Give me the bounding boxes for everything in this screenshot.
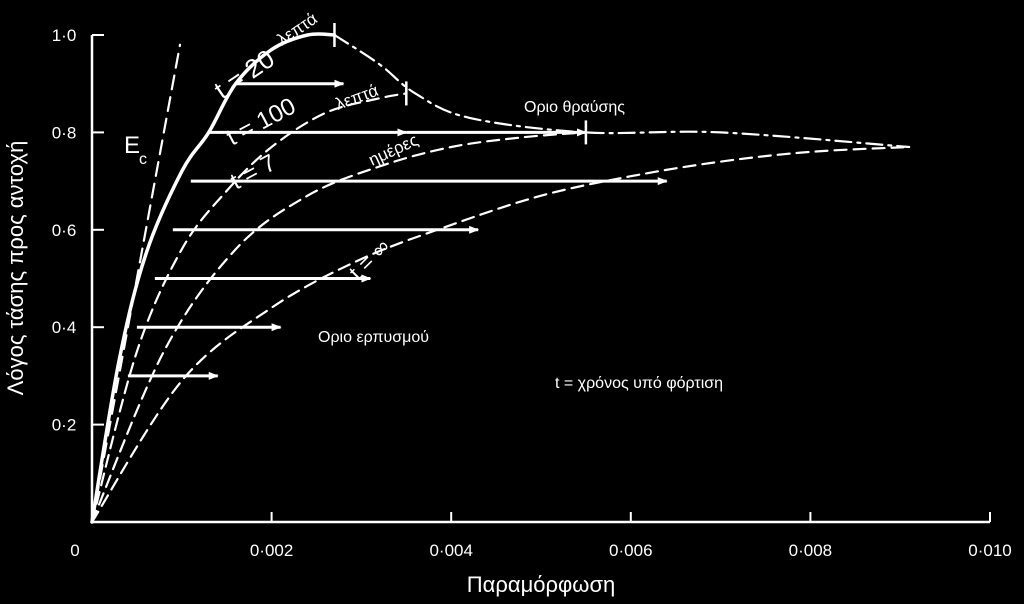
- x-tick-label: 0·010: [968, 541, 1011, 560]
- t20-unit-label: λεπτά: [274, 9, 321, 50]
- ec-label: E: [124, 132, 140, 159]
- x-tick-label: 0·002: [250, 541, 293, 560]
- y-tick-label: 0·4: [52, 318, 77, 337]
- labels: Παραμόρφωση Λόγος τάσης προς αντοχή Ec t = …: [3, 9, 723, 597]
- t7-label: t = 7: [226, 149, 281, 195]
- x-axis-title: Παραμόρφωση: [467, 572, 616, 597]
- legend-t-label: t = χρόνος υπό φόρτιση: [555, 375, 723, 392]
- y-tick-label: 0·2: [52, 416, 77, 435]
- t100-unit-label: λεπτά: [333, 81, 381, 114]
- y-axis-title: Λόγος τάσης προς αντοχή: [3, 141, 28, 396]
- curves: [90, 32, 911, 524]
- series-line: [333, 33, 911, 149]
- x-tick-label: 0: [70, 541, 79, 560]
- axes: 0 0·002 0·004 0·006 0·008 0·010 0·2 0·4 0·6 0·8 1·…: [52, 26, 1012, 560]
- y-tick-label: 1·0: [52, 26, 77, 45]
- y-tick-label: 0·8: [52, 123, 77, 142]
- t20-label: t = 20: [209, 43, 280, 105]
- x-tick-label: 0·008: [789, 541, 832, 560]
- creep-arrows: [127, 23, 668, 380]
- t100-label: t = 100: [222, 93, 300, 152]
- x-tick-label: 0·006: [609, 541, 652, 560]
- tinf-label: t = ∞: [344, 234, 395, 285]
- failure-limit-label: Οριο θραύσης: [524, 99, 625, 116]
- series-line: [90, 92, 408, 524]
- t7-unit-label: ημέρες: [366, 130, 421, 169]
- ec-subscript: c: [139, 151, 147, 168]
- series-line: [90, 131, 587, 524]
- x-tick-label: 0·004: [429, 541, 472, 560]
- creep-limit-label: Οριο ερπυσμού: [318, 329, 429, 346]
- y-tick-label: 0·6: [52, 221, 77, 240]
- series-line: [90, 145, 911, 524]
- series-line: [90, 32, 337, 524]
